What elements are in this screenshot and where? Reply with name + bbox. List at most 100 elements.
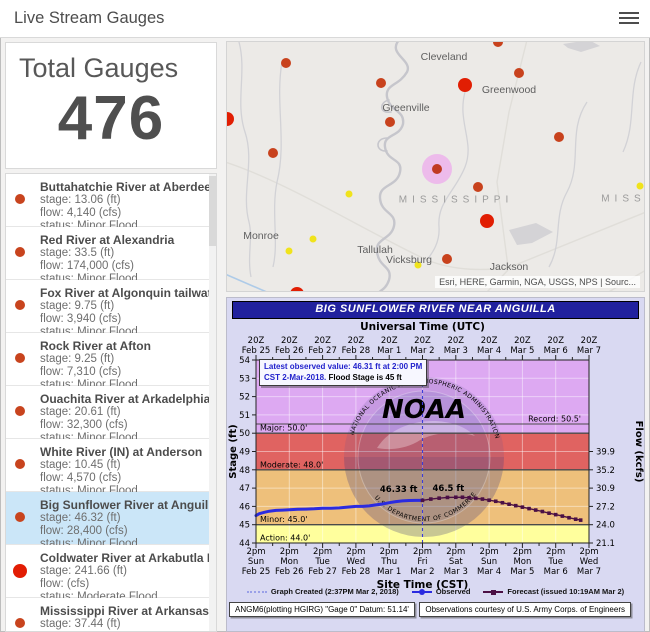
gauge-list-item[interactable]: Fox River at Algonquin tailwater stage: 9… bbox=[6, 280, 217, 338]
gauge-list-item[interactable]: Big Sunflower River at Anguilla stage: 46… bbox=[6, 492, 216, 550]
svg-text:Minor: 45.0': Minor: 45.0' bbox=[260, 515, 308, 524]
svg-text:Moderate: 48.0': Moderate: 48.0' bbox=[260, 460, 323, 469]
city-label: Jackson bbox=[489, 261, 529, 273]
city-label: Greenville bbox=[382, 102, 430, 114]
latest-observed-info-box: Latest observed value: 46.31 ft at 2:00 … bbox=[259, 359, 428, 386]
forecast-line-sample-icon bbox=[483, 589, 504, 595]
gauge-list-item[interactable]: Ouachita River at Arkadelphia stage: 20.6… bbox=[6, 386, 216, 444]
svg-text:Feb 28: Feb 28 bbox=[342, 567, 371, 577]
status-dot-icon bbox=[15, 300, 25, 310]
svg-text:39.9: 39.9 bbox=[596, 448, 615, 458]
scrollbar[interactable] bbox=[209, 174, 216, 631]
gauge-marker[interactable] bbox=[458, 78, 472, 92]
gauge-name: Red River at Alexandria bbox=[40, 233, 175, 247]
map[interactable]: Cleveland Greenville Greenwood Monroe Tallul… bbox=[226, 41, 645, 292]
gauge-marker[interactable] bbox=[227, 112, 234, 126]
gauge-name: Coldwater River at Arkabutla Dam bbox=[40, 551, 217, 565]
menu-button[interactable] bbox=[619, 9, 639, 27]
flood-stage-note: Flood Stage is 45 ft bbox=[328, 372, 402, 382]
gauge-list[interactable]: Buttahatchie River at Aberdeen stage: 13.… bbox=[5, 173, 217, 632]
gauge-marker[interactable] bbox=[636, 182, 644, 190]
observed-line-sample-icon bbox=[411, 589, 432, 595]
gauge-name: Fox River at Algonquin tailwater bbox=[40, 286, 217, 300]
total-gauges-label: Total Gauges bbox=[19, 53, 179, 83]
svg-text:NOAA: NOAA bbox=[382, 395, 466, 425]
gauge-marker[interactable] bbox=[514, 68, 524, 78]
gauge-stage: stage: 10.45 (ft) bbox=[40, 459, 121, 471]
gauge-list-item[interactable]: Red River at Alexandria stage: 33.5 (ft) f… bbox=[6, 227, 216, 285]
gauge-marker[interactable] bbox=[493, 42, 503, 47]
gauge-flow: flow: 28,400 (cfs) bbox=[40, 525, 128, 537]
gauge-flow: flow: 7,310 (cfs) bbox=[40, 366, 122, 378]
svg-text:Action: 44.0': Action: 44.0' bbox=[260, 534, 310, 543]
status-dot-icon bbox=[15, 406, 25, 416]
gauge-name: Buttahatchie River at Aberdeen bbox=[40, 180, 217, 194]
gauge-marker[interactable] bbox=[480, 214, 494, 228]
svg-text:2pm: 2pm bbox=[413, 547, 432, 557]
legend-item: Observed bbox=[411, 587, 470, 596]
svg-text:24.0: 24.0 bbox=[596, 521, 615, 531]
status-dot-icon bbox=[15, 194, 25, 204]
gauge-marker[interactable] bbox=[442, 254, 452, 264]
gauge-list-item[interactable]: Coldwater River at Arkabutla Dam stage: 2… bbox=[6, 545, 217, 603]
svg-text:Feb 27: Feb 27 bbox=[308, 346, 337, 356]
svg-text:Major: 50.0': Major: 50.0' bbox=[260, 424, 307, 433]
svg-text:Mar 3: Mar 3 bbox=[444, 567, 468, 577]
gauge-marker[interactable] bbox=[554, 132, 564, 142]
svg-text:Universal Time (UTC): Universal Time (UTC) bbox=[360, 321, 485, 333]
state-label: MISSISSIPPI bbox=[398, 194, 514, 206]
gauge-list-item[interactable]: Mississippi River at Arkansas City stage:… bbox=[6, 598, 216, 631]
gauge-marker[interactable] bbox=[268, 148, 278, 158]
status-dot-icon bbox=[15, 459, 25, 469]
gauge-marker[interactable] bbox=[285, 247, 293, 255]
legend-label: Forecast (issued 10:19AM Mar 2) bbox=[507, 587, 625, 596]
gauge-marker[interactable] bbox=[376, 78, 386, 88]
hamburger-icon bbox=[619, 12, 639, 14]
svg-text:Mar 2: Mar 2 bbox=[410, 346, 434, 356]
gauge-stage: stage: 46.32 (ft) bbox=[40, 512, 121, 524]
svg-text:2pm: 2pm bbox=[380, 547, 399, 557]
svg-text:2pm: 2pm bbox=[313, 547, 332, 557]
gauge-marker[interactable] bbox=[309, 235, 317, 243]
gauge-marker[interactable] bbox=[414, 261, 422, 269]
svg-text:2pm: 2pm bbox=[446, 547, 465, 557]
selected-gauge-marker[interactable] bbox=[422, 154, 452, 184]
svg-text:2pm: 2pm bbox=[546, 547, 565, 557]
gauge-marker[interactable] bbox=[345, 190, 353, 198]
gauge-flow: flow: 32,300 (cfs) bbox=[40, 419, 128, 431]
gauge-marker[interactable] bbox=[290, 287, 304, 291]
svg-text:2pm: 2pm bbox=[579, 547, 598, 557]
svg-text:Mar 7: Mar 7 bbox=[577, 567, 601, 577]
basemap bbox=[227, 42, 644, 291]
svg-text:53: 53 bbox=[239, 374, 250, 384]
gauge-marker[interactable] bbox=[281, 58, 291, 68]
svg-text:20Z: 20Z bbox=[481, 336, 498, 346]
svg-text:2pm: 2pm bbox=[280, 547, 299, 557]
svg-text:Mar 5: Mar 5 bbox=[510, 346, 534, 356]
svg-text:Mar 4: Mar 4 bbox=[477, 567, 501, 577]
scrollbar-thumb[interactable] bbox=[209, 176, 216, 246]
svg-text:35.2: 35.2 bbox=[596, 466, 615, 476]
city-label: Greenwood bbox=[481, 84, 537, 96]
svg-text:20Z: 20Z bbox=[248, 336, 265, 346]
svg-text:2pm: 2pm bbox=[346, 547, 365, 557]
svg-text:20Z: 20Z bbox=[381, 336, 398, 346]
city-label: Tallulah bbox=[357, 244, 393, 256]
gauge-list-item[interactable]: White River (IN) at Anderson stage: 10.45… bbox=[6, 439, 216, 497]
svg-text:Sun: Sun bbox=[481, 557, 497, 567]
gauge-list-item[interactable]: Rock River at Afton stage: 9.25 (ft) flow:… bbox=[6, 333, 216, 391]
page-title: Live Stream Gauges bbox=[14, 9, 165, 27]
gauge-marker[interactable] bbox=[385, 117, 395, 127]
svg-text:46: 46 bbox=[239, 502, 250, 512]
svg-text:Feb 26: Feb 26 bbox=[275, 567, 304, 577]
svg-text:Feb 25: Feb 25 bbox=[242, 346, 271, 356]
chart-footnote: Observations courtesy of U.S. Army Corps… bbox=[419, 602, 631, 617]
gauge-list-item[interactable]: Buttahatchie River at Aberdeen stage: 13.… bbox=[6, 174, 217, 232]
state-label: MISSISS bbox=[601, 193, 645, 205]
svg-text:Wed: Wed bbox=[347, 557, 366, 567]
svg-text:Flow (kcfs): Flow (kcfs) bbox=[633, 421, 644, 483]
observed-line bbox=[254, 498, 424, 518]
gauge-stage: stage: 37.44 (ft) bbox=[40, 618, 121, 630]
gauge-marker[interactable] bbox=[473, 182, 483, 192]
svg-text:54: 54 bbox=[239, 356, 250, 366]
